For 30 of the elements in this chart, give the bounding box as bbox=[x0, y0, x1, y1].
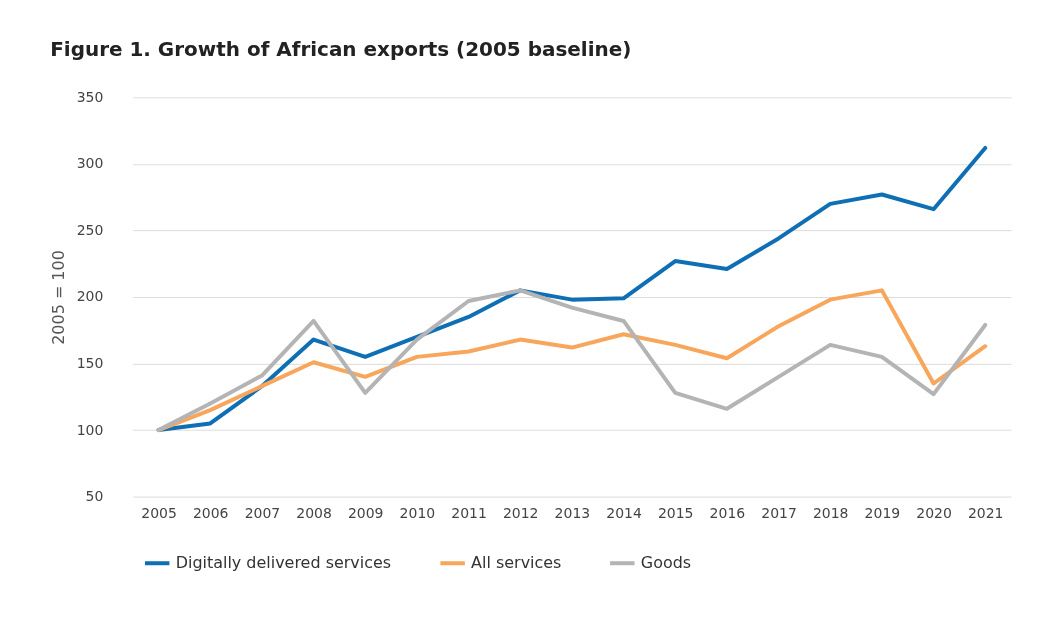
x-tick-label: 2016 bbox=[709, 505, 746, 522]
x-tick-label: 2017 bbox=[761, 505, 797, 522]
y-tick-label: 300 bbox=[76, 155, 104, 172]
legend-label: All services bbox=[471, 553, 562, 573]
y-tick-label: 200 bbox=[76, 288, 104, 305]
x-tick-label: 2009 bbox=[347, 505, 384, 522]
x-tick-label: 2011 bbox=[451, 505, 487, 522]
x-tick-label: 2020 bbox=[916, 505, 952, 522]
y-tick-label: 350 bbox=[76, 88, 104, 105]
x-tick-label: 2007 bbox=[244, 505, 281, 522]
y-tick-label: 150 bbox=[76, 355, 104, 372]
x-tick-label: 2010 bbox=[399, 505, 436, 522]
x-tick-label: 2006 bbox=[192, 505, 229, 522]
x-tick-label: 2015 bbox=[657, 505, 694, 522]
legend-label: Goods bbox=[640, 553, 692, 573]
y-tick-label: 250 bbox=[76, 221, 104, 238]
x-tick-label: 2013 bbox=[554, 505, 591, 522]
x-tick-label: 2021 bbox=[967, 505, 1004, 522]
y-axis-title: 2005 = 100 bbox=[48, 250, 68, 345]
x-tick-label: 2005 bbox=[141, 505, 177, 522]
line-series bbox=[156, 288, 988, 433]
chart-title: Figure 1. Growth of African exports (2005 baseline) bbox=[50, 37, 632, 62]
x-tick-label: 2018 bbox=[812, 505, 849, 522]
legend-label: Digitally delivered services bbox=[175, 553, 392, 573]
x-tick-label: 2012 bbox=[502, 505, 539, 522]
x-tick-label: 2008 bbox=[296, 505, 332, 522]
x-tick-label: 2014 bbox=[606, 505, 642, 522]
y-tick-label: 100 bbox=[76, 421, 104, 438]
y-tick-label: 50 bbox=[85, 488, 104, 505]
x-tick-label: 2019 bbox=[864, 505, 901, 522]
